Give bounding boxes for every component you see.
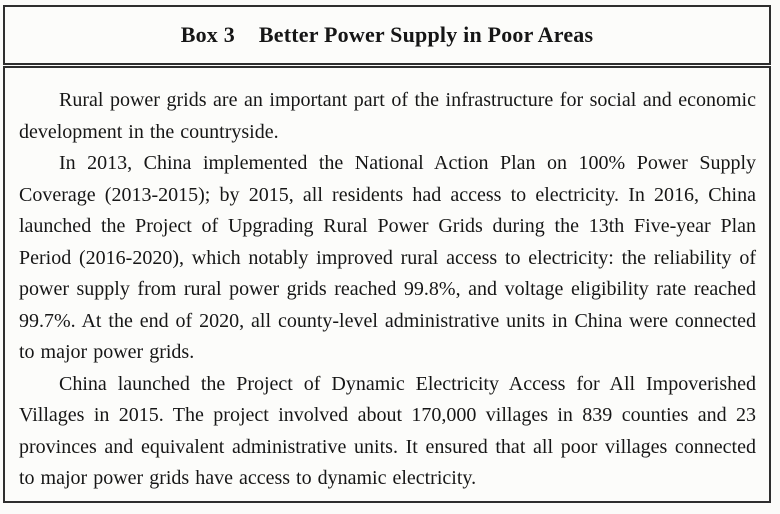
paragraph-upgrading-projects: In 2013, China implemented the National … (19, 152, 756, 363)
box3-header: Box 3 Better Power Supply in Poor Areas (3, 5, 771, 65)
paragraph-dynamic-electricity: China launched the Project of Dynamic El… (19, 372, 756, 490)
paragraph-rural-grids: Rural power grids are an important part … (19, 89, 756, 143)
box-title-text: Better Power Supply in Poor Areas (258, 22, 594, 47)
box-label: Box 3 (180, 22, 235, 47)
box3-body: Rural power grids are an important part … (3, 66, 771, 503)
box3-container: Box 3 Better Power Supply in Poor Areas R… (3, 5, 771, 503)
box-title: Box 3 Better Power Supply in Poor Areas (181, 22, 594, 48)
